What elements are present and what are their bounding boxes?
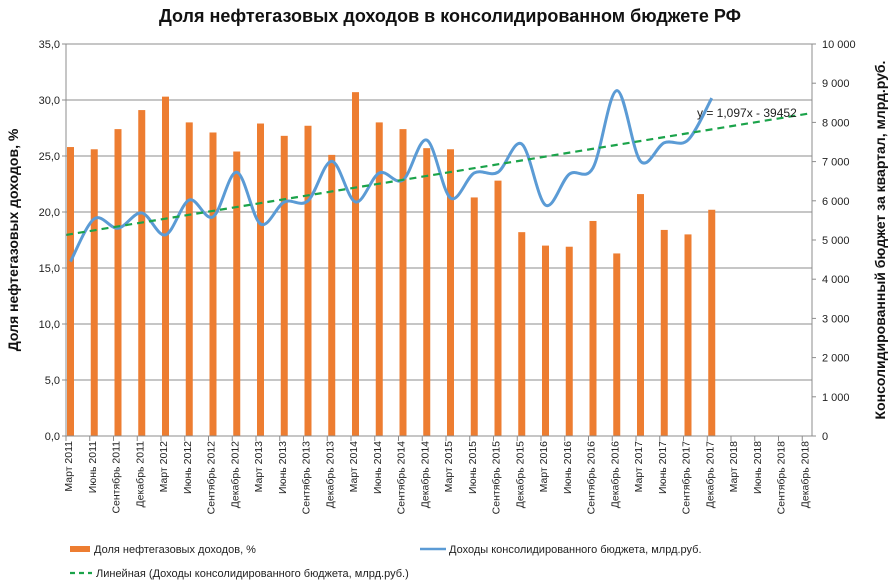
y2-tick-label: 1 000: [822, 392, 850, 404]
bar: [637, 194, 644, 436]
x-tick-label: Сентябрь 2011: [111, 441, 123, 514]
x-tick-label: Декабрь 2012: [229, 441, 241, 508]
trendline-equation: y = 1,097x - 39452: [697, 106, 797, 120]
legend-label-bars: Доля нефтегазовых доходов, %: [94, 544, 256, 556]
x-tick-label: Июнь 2014: [372, 441, 384, 494]
bar: [589, 220, 597, 436]
y-axis-label: Доля нефтегазовых доходов, %: [5, 128, 21, 351]
x-tick-label: Март 2015: [443, 441, 455, 493]
trendline: [65, 111, 813, 236]
bar: [613, 253, 621, 436]
x-tick-label: Март 2018: [728, 441, 740, 493]
y2-tick-label: 9 000: [822, 78, 850, 90]
x-tick-label: Декабрь 2017: [704, 441, 716, 508]
bar: [684, 234, 692, 436]
x-tick-label: Декабрь 2015: [514, 441, 526, 508]
bar: [185, 122, 193, 437]
y2-tick-label: 7 000: [822, 157, 850, 169]
bar: [518, 232, 526, 436]
bar: [209, 132, 217, 437]
y-tick-label: 25,0: [39, 151, 60, 163]
bar: [67, 147, 74, 437]
bar: [565, 246, 573, 436]
x-tick-label: Декабрь 2016: [609, 441, 621, 508]
x-tick-label: Сентябрь 2014: [396, 441, 408, 514]
x-tick-label: Март 2012: [158, 441, 170, 493]
x-tick-label: Март 2014: [348, 441, 360, 493]
y2-tick-label: 0: [822, 431, 828, 443]
bar: [494, 180, 502, 436]
bar: [423, 148, 431, 436]
bar: [328, 154, 336, 436]
y-tick-label: 5,0: [45, 375, 60, 387]
x-tick-label: Март 2011: [63, 441, 75, 492]
x-tick-label: Сентябрь 2016: [586, 441, 598, 514]
y2-tick-label: 10 000: [822, 39, 856, 51]
y2-tick-label: 5 000: [822, 235, 850, 247]
x-tick-label: Сентябрь 2017: [681, 441, 693, 514]
y2-axis-label: Консолидированный бюджет за квартал, млр…: [872, 61, 888, 420]
legend-label-line: Доходы консолидированного бюджета, млрд.…: [449, 544, 702, 556]
y-tick-label: 20,0: [39, 207, 60, 219]
x-tick-label: Декабрь 2014: [419, 441, 431, 508]
bar: [162, 96, 169, 436]
x-tick-label: Сентябрь 2018: [776, 441, 788, 514]
bar: [280, 135, 288, 436]
x-tick-label: Сентябрь 2015: [491, 441, 503, 514]
x-tick-label: Март 2013: [253, 441, 265, 493]
x-tick-label: Июнь 2016: [562, 441, 574, 494]
bar: [90, 149, 98, 436]
x-tick-label: Сентябрь 2012: [206, 441, 218, 514]
y-tick-label: 10,0: [39, 319, 60, 331]
x-tick-label: Март 2017: [633, 441, 645, 493]
x-tick-label: Июнь 2015: [467, 441, 479, 494]
y2-tick-label: 4 000: [822, 274, 850, 286]
bar: [304, 125, 312, 436]
y-tick-label: 35,0: [39, 39, 60, 51]
x-tick-label: Март 2016: [538, 441, 550, 493]
x-tick-label: Сентябрь 2013: [301, 441, 313, 514]
chart-title: Доля нефтегазовых доходов в консолидиров…: [159, 6, 741, 26]
legend-label-trend: Линейная (Доходы консолидированного бюдж…: [96, 568, 409, 580]
bar: [233, 151, 241, 436]
y2-tick-label: 6 000: [822, 196, 850, 208]
bar: [399, 129, 407, 436]
y2-tick-label: 2 000: [822, 353, 850, 365]
bar: [114, 129, 122, 436]
bar: [542, 245, 549, 436]
x-tick-label: Декабрь 2011: [134, 441, 146, 508]
y2-tick-label: 8 000: [822, 117, 850, 129]
bar: [708, 209, 716, 436]
x-tick-label: Декабрь 2018: [799, 441, 811, 508]
x-tick-label: Июнь 2018: [752, 441, 764, 494]
x-tick-label: Июнь 2011: [87, 441, 99, 493]
bar: [352, 92, 359, 436]
x-tick-label: Июнь 2017: [657, 441, 669, 494]
legend-swatch-bars: [70, 546, 90, 552]
x-tick-label: Июнь 2013: [277, 441, 289, 494]
x-tick-label: Декабрь 2013: [324, 441, 336, 508]
y-tick-label: 30,0: [39, 95, 60, 107]
bar: [257, 123, 264, 437]
y-tick-label: 15,0: [39, 263, 60, 275]
bar: [447, 149, 454, 436]
y2-tick-label: 3 000: [822, 313, 850, 325]
bar: [660, 229, 668, 436]
y-tick-label: 0,0: [45, 431, 60, 443]
bar: [470, 197, 478, 436]
bar: [138, 110, 146, 436]
x-tick-label: Июнь 2012: [182, 441, 194, 494]
bar: [375, 122, 383, 437]
